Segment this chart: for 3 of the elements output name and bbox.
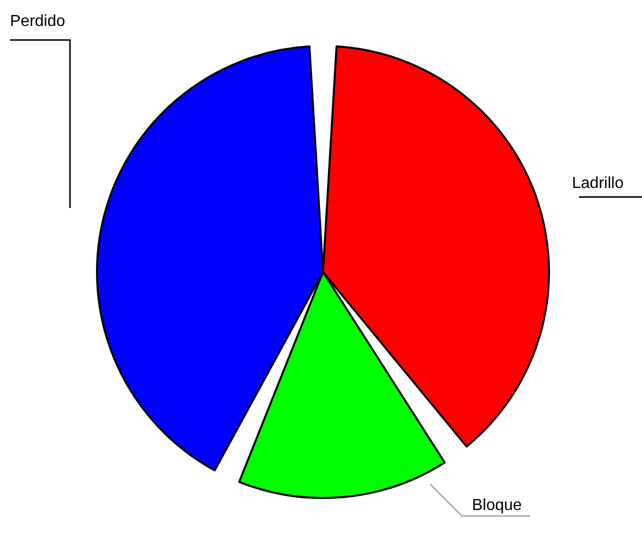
slice-label: Perdido [10,13,66,30]
slice-label: Bloque [472,497,522,514]
slice-label: Ladrillo [572,175,624,192]
